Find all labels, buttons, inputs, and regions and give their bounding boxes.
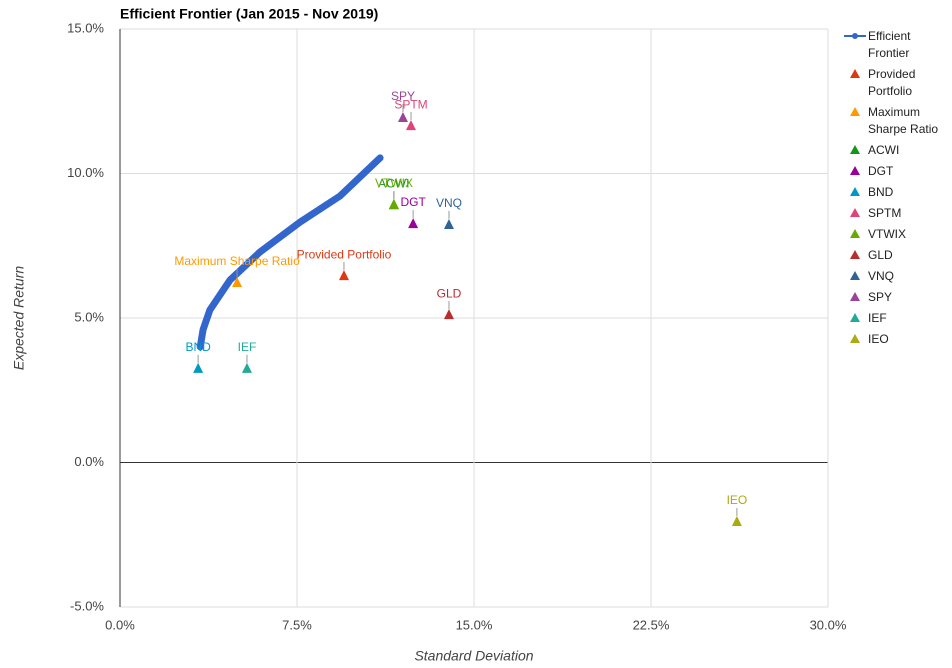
y-tick-label: 15.0% <box>67 20 104 35</box>
legend-label: SPTM <box>868 206 902 220</box>
y-tick-label: 5.0% <box>74 309 104 324</box>
legend-label: VTWIX <box>868 227 906 241</box>
legend-swatch <box>842 289 868 306</box>
legend-label: IEF <box>868 311 887 325</box>
legend-item: SPY <box>842 289 950 306</box>
legend-swatch <box>842 142 868 159</box>
legend-swatch <box>842 268 868 285</box>
point-marker <box>232 277 243 288</box>
legend-swatch <box>842 310 868 327</box>
legend-item: ACWI <box>842 142 950 159</box>
y-tick-label: -5.0% <box>70 598 104 613</box>
legend-label: Provided Portfolio <box>868 67 916 98</box>
legend-label: IEO <box>868 332 889 346</box>
point-marker <box>388 199 399 210</box>
legend-label: DGT <box>868 164 894 178</box>
point-label: ACWI <box>378 176 409 190</box>
legend-swatch <box>842 104 868 121</box>
legend-label: VNQ <box>868 269 895 283</box>
legend-swatch <box>842 28 868 45</box>
point-label: SPY <box>391 89 415 103</box>
point-label: Maximum Sharpe Ratio <box>174 254 300 268</box>
legend-item: DGT <box>842 163 950 180</box>
legend-label: ACWI <box>868 143 900 157</box>
x-tick-label: 22.5% <box>633 617 670 632</box>
point-marker <box>443 309 454 320</box>
point-label: DGT <box>400 195 426 209</box>
legend-swatch <box>842 226 868 243</box>
point-marker <box>193 362 204 373</box>
frontier-line <box>196 154 384 351</box>
x-tick-label: 0.0% <box>105 617 135 632</box>
y-axis-label: Expected Return <box>11 266 27 370</box>
y-tick-label: 0.0% <box>74 454 104 469</box>
legend-label: SPY <box>868 290 893 304</box>
legend-item: Efficient Frontier <box>842 28 950 62</box>
point-label: BND <box>185 340 211 354</box>
legend-label: Maximum Sharpe Ratio <box>868 105 939 136</box>
legend-swatch <box>842 205 868 222</box>
x-tick-label: 30.0% <box>810 617 847 632</box>
legend-label: Efficient Frontier <box>868 29 911 60</box>
point-label: IEF <box>238 340 257 354</box>
legend-item: VNQ <box>842 268 950 285</box>
legend-label: BND <box>868 185 894 199</box>
legend: Efficient Frontier Provided Portfolio Maxi… <box>842 28 950 352</box>
legend-item: Provided Portfolio <box>842 66 950 100</box>
legend-item: GLD <box>842 247 950 264</box>
point-label: GLD <box>437 286 462 300</box>
legend-label: GLD <box>868 248 893 262</box>
x-axis-label: Standard Deviation <box>414 648 533 664</box>
legend-item: VTWIX <box>842 226 950 243</box>
point-marker <box>241 362 252 373</box>
point-marker <box>731 516 742 527</box>
point-marker <box>405 120 416 131</box>
legend-swatch <box>842 331 868 348</box>
y-tick-label: 10.0% <box>67 165 104 180</box>
point-marker <box>443 218 454 229</box>
legend-swatch <box>842 184 868 201</box>
legend-item: Maximum Sharpe Ratio <box>842 104 950 138</box>
chart-title: Efficient Frontier (Jan 2015 - Nov 2019) <box>120 6 378 22</box>
legend-item: IEF <box>842 310 950 327</box>
point-label: VTWIX <box>375 176 413 190</box>
legend-item: SPTM <box>842 205 950 222</box>
point-marker <box>397 112 408 123</box>
x-tick-label: 7.5% <box>282 617 312 632</box>
legend-swatch <box>842 66 868 83</box>
legend-item: BND <box>842 184 950 201</box>
legend-item: IEO <box>842 331 950 348</box>
point-label: IEO <box>727 493 748 507</box>
point-label: Provided Portfolio <box>297 247 392 261</box>
point-marker <box>408 218 419 229</box>
legend-swatch <box>842 247 868 264</box>
legend-swatch <box>842 163 868 180</box>
point-label: VNQ <box>436 196 462 210</box>
point-marker <box>338 270 349 281</box>
x-tick-label: 15.0% <box>456 617 493 632</box>
